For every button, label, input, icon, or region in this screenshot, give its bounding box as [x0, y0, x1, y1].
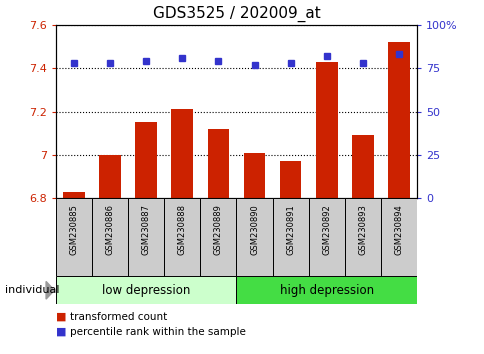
Bar	[344, 198, 380, 276]
Text: ■: ■	[56, 312, 66, 322]
Bar	[207, 129, 229, 198]
Bar	[56, 276, 236, 304]
Text: GSM230894: GSM230894	[393, 205, 403, 255]
Bar	[63, 192, 85, 198]
Bar	[236, 198, 272, 276]
Text: ■: ■	[56, 327, 66, 337]
Bar	[236, 276, 416, 304]
Text: GSM230890: GSM230890	[249, 205, 258, 255]
Bar	[99, 155, 121, 198]
Bar	[279, 161, 301, 198]
Bar	[171, 109, 193, 198]
Bar	[351, 135, 373, 198]
Bar	[243, 153, 265, 198]
Text: GSM230885: GSM230885	[69, 205, 78, 255]
Text: individual: individual	[5, 285, 59, 295]
Title: GDS3525 / 202009_at: GDS3525 / 202009_at	[152, 6, 319, 22]
Bar	[92, 198, 128, 276]
Text: GSM230888: GSM230888	[177, 205, 186, 256]
Text: GSM230889: GSM230889	[213, 205, 223, 255]
Bar	[315, 62, 337, 198]
Bar	[200, 198, 236, 276]
Text: high depression: high depression	[279, 284, 373, 297]
Text: GSM230892: GSM230892	[321, 205, 331, 255]
Bar	[135, 122, 157, 198]
Text: GSM230886: GSM230886	[105, 205, 114, 256]
Bar	[272, 198, 308, 276]
Polygon shape	[46, 281, 54, 299]
Text: GSM230891: GSM230891	[286, 205, 295, 255]
Bar	[128, 198, 164, 276]
Text: low depression: low depression	[102, 284, 190, 297]
Bar	[164, 198, 200, 276]
Bar	[387, 42, 409, 198]
Bar	[56, 198, 92, 276]
Bar	[380, 198, 416, 276]
Text: transformed count: transformed count	[70, 312, 167, 322]
Bar	[308, 198, 344, 276]
Text: GSM230887: GSM230887	[141, 205, 151, 256]
Text: percentile rank within the sample: percentile rank within the sample	[70, 327, 246, 337]
Text: GSM230893: GSM230893	[358, 205, 367, 255]
